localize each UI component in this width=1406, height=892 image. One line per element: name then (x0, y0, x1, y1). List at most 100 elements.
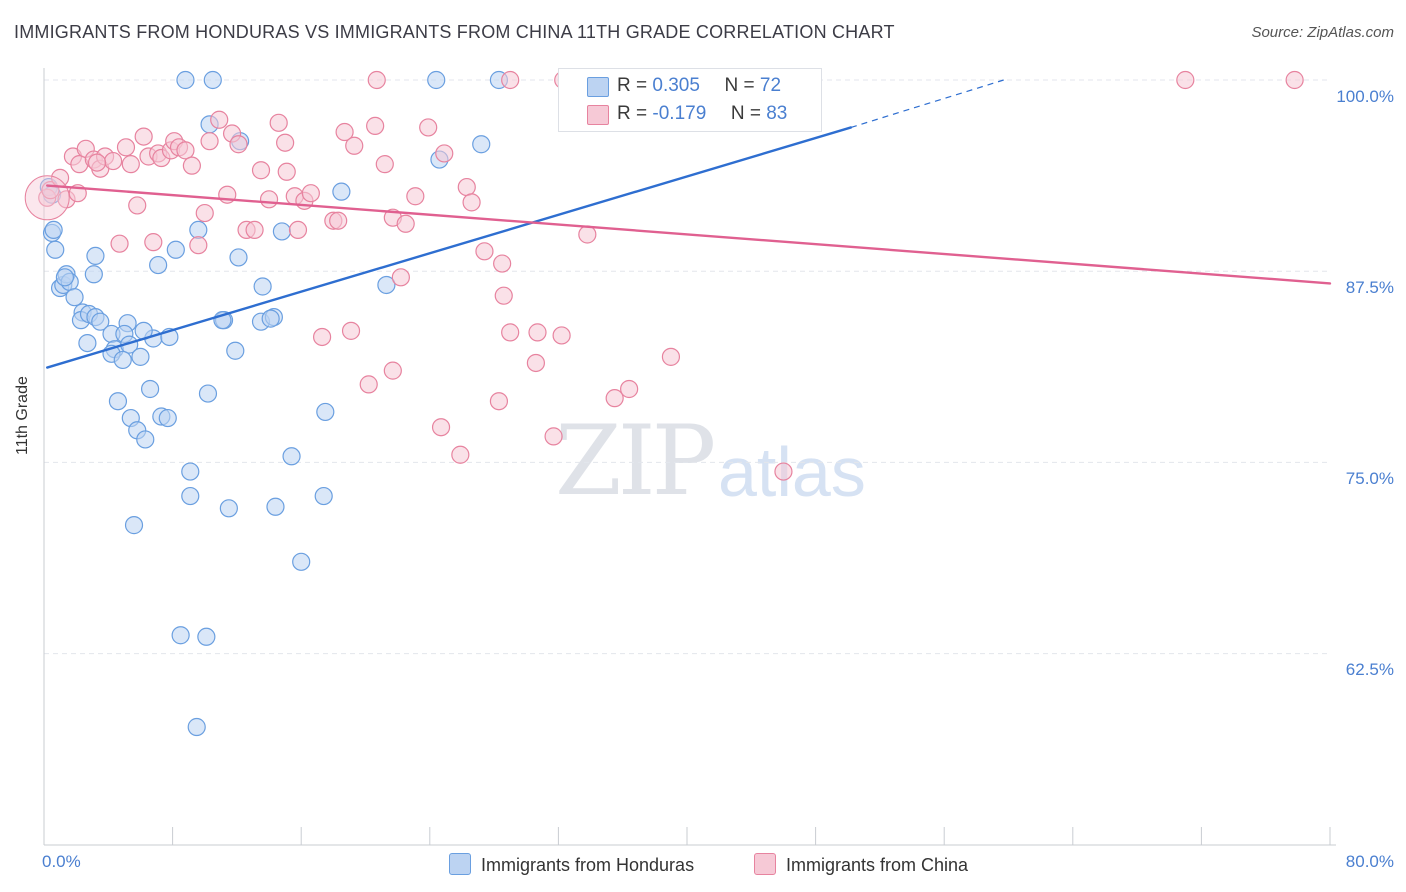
data-point (140, 379, 160, 399)
data-point (253, 277, 272, 296)
data-point (345, 136, 364, 155)
bottom-legend-china: Immigrants from China (754, 853, 968, 876)
data-point (144, 233, 163, 252)
data-point (189, 220, 208, 240)
data-point (55, 268, 74, 287)
data-point (359, 375, 378, 394)
data-point (489, 392, 509, 411)
data-point (329, 211, 348, 230)
legend-row-honduras: R = 0.305 N = 72 (617, 75, 781, 99)
data-point (181, 486, 200, 506)
data-point (229, 135, 248, 154)
data-point (1285, 70, 1304, 90)
data-point (181, 462, 200, 481)
data-point (226, 341, 245, 360)
data-point (661, 347, 681, 366)
legend-row-china: R = -0.179 N = 83 (617, 103, 787, 127)
data-point (86, 246, 105, 266)
data-point (128, 196, 147, 215)
legend-r-label: R = (617, 103, 648, 124)
data-point (251, 161, 271, 180)
data-point (108, 392, 128, 411)
data-point (116, 138, 136, 157)
data-point (245, 220, 264, 240)
data-point (87, 153, 107, 172)
data-point (377, 275, 396, 295)
data-point (272, 222, 292, 241)
data-point (259, 190, 279, 209)
data-point (544, 427, 563, 446)
data-point (774, 462, 793, 481)
data-point (261, 309, 280, 328)
data-point (124, 516, 144, 535)
data-point (383, 361, 402, 380)
data-point (312, 327, 332, 347)
data-point (113, 350, 132, 370)
data-point (176, 141, 195, 160)
data-point (176, 70, 195, 90)
bottom-legend-swatch (754, 853, 776, 875)
data-point (396, 214, 415, 233)
legend-r-label: R = (617, 75, 648, 96)
data-point (501, 323, 520, 342)
data-point (149, 255, 168, 275)
correlation-legend: R = 0.305 N = 72 R = -0.179 N = 83 (558, 68, 822, 132)
data-point (131, 347, 150, 366)
data-point (229, 248, 248, 267)
data-point (197, 627, 216, 646)
data-point (316, 402, 335, 422)
data-point (472, 135, 491, 154)
data-point (367, 70, 386, 90)
data-point (457, 177, 476, 197)
x-tick-label: 0.0% (42, 852, 81, 871)
legend-swatch-china (587, 105, 609, 125)
data-point (451, 445, 470, 464)
y-tick-label: 75.0% (1345, 469, 1394, 488)
data-point (110, 234, 129, 253)
legend-swatch-honduras (587, 77, 609, 97)
data-point (501, 70, 520, 90)
data-point (526, 353, 545, 373)
data-point (158, 408, 177, 428)
data-point (44, 220, 63, 240)
data-point (182, 156, 201, 175)
y-tick-label: 100.0% (1336, 87, 1394, 106)
data-point (121, 155, 140, 174)
data-point (198, 384, 218, 403)
data-point (375, 155, 394, 174)
data-point (475, 242, 494, 261)
legend-r-value: 0.305 (652, 75, 700, 96)
data-point (391, 268, 410, 287)
data-point (282, 447, 301, 466)
data-point (189, 236, 208, 255)
data-point (104, 151, 123, 171)
data-point (65, 288, 84, 307)
data-point (332, 182, 351, 201)
data-point (419, 118, 438, 137)
data-point (406, 187, 425, 206)
data-point (620, 379, 639, 399)
data-point (494, 286, 513, 305)
data-point (187, 717, 206, 737)
legend-n-value: 83 (766, 103, 788, 124)
data-point (46, 240, 65, 259)
data-point (91, 312, 110, 331)
data-point (210, 110, 229, 129)
data-point (269, 113, 288, 132)
watermark-zip: ZIP (555, 405, 716, 517)
data-point (528, 323, 547, 342)
bottom-legend-honduras: Immigrants from Honduras (449, 853, 694, 876)
data-point (493, 254, 512, 273)
data-point (171, 626, 190, 645)
data-point (195, 203, 214, 223)
y-tick-label: 62.5% (1345, 660, 1394, 679)
bottom-legend-label: Immigrants from China (786, 855, 969, 875)
data-point (341, 321, 361, 340)
data-point (134, 127, 153, 146)
data-point (84, 265, 103, 284)
bottom-legend-swatch (449, 853, 471, 875)
trend-line-extension (850, 79, 1004, 128)
data-point (301, 184, 320, 203)
data-point (288, 220, 308, 240)
data-point (578, 225, 597, 244)
